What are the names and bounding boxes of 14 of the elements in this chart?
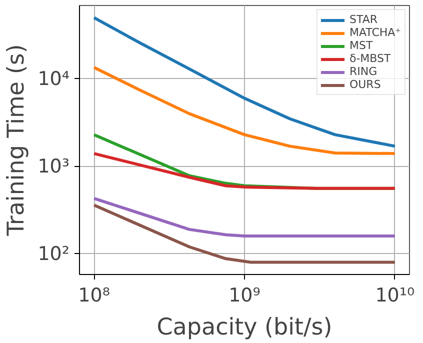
legend-label: MATCHA⁺ bbox=[349, 26, 401, 39]
legend-label: OURS bbox=[349, 78, 381, 91]
y-tick-label: 10² bbox=[38, 242, 70, 265]
x-tick-label: 10¹⁰ bbox=[375, 284, 415, 306]
x-tick-label: 10⁹ bbox=[228, 284, 260, 306]
x-tick-label: 10⁸ bbox=[78, 284, 110, 306]
legend-label: MST bbox=[349, 39, 373, 52]
y-tick-label: 10⁴ bbox=[38, 68, 70, 90]
legend-label: δ-MBST bbox=[349, 52, 391, 65]
x-axis-title: Capacity (bit/s) bbox=[156, 314, 332, 340]
y-axis-title: Training Time (s) bbox=[4, 44, 30, 237]
legend-label: RING bbox=[349, 65, 378, 78]
y-tick-label: 10³ bbox=[38, 155, 70, 178]
legend-label: STAR bbox=[349, 13, 378, 26]
